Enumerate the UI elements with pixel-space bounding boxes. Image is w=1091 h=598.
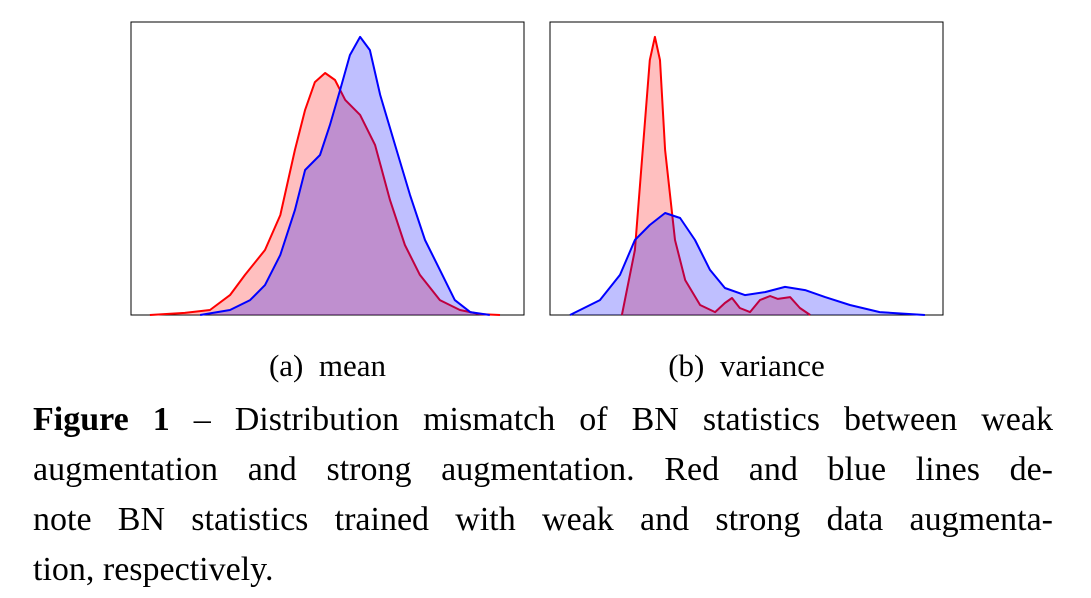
density-area xyxy=(200,36,490,316)
caption-line: note BN statistics trained with weak and… xyxy=(33,501,1053,538)
density-area xyxy=(621,36,811,316)
caption-line: augmentation and strong augmentation. Re… xyxy=(33,451,1053,488)
density-line xyxy=(149,72,501,316)
plot-frame xyxy=(130,21,525,316)
density-line xyxy=(569,212,925,316)
subcaption: (a) mean xyxy=(269,348,387,383)
subcaption: (b) variance xyxy=(668,348,825,383)
density-line xyxy=(620,35,811,316)
density-line xyxy=(200,35,490,316)
caption-label: Figure 1 xyxy=(33,401,170,438)
plot-frame xyxy=(549,21,944,316)
caption-text: – Distribution mismatch of BN statistics… xyxy=(193,401,1053,438)
density-area xyxy=(570,213,925,315)
caption-line: tion, respectively. xyxy=(33,551,274,588)
figure: (a) mean (b) variance xyxy=(130,21,944,383)
density-area xyxy=(149,73,500,315)
caption-line: Figure 1 – Distribution mismatch of BN s… xyxy=(33,395,1053,445)
